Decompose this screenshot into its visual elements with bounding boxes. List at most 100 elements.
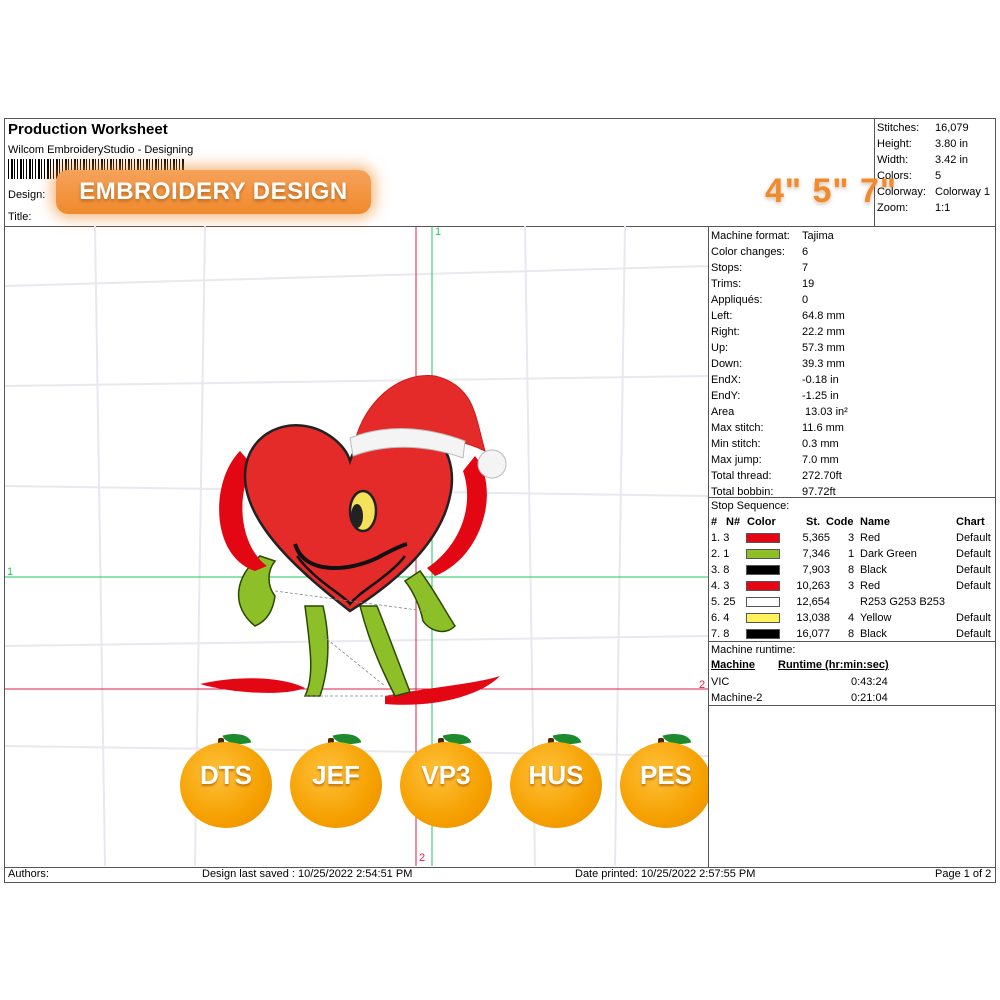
runtime-col-machine: Machine (711, 659, 756, 671)
machine-info-value: 57.3 mm (802, 342, 845, 354)
embroidery-design-badge: EMBROIDERY DESIGN (56, 170, 371, 214)
stop-sequence-row: 1. 3 5,365 3 Red Default (710, 530, 1000, 546)
panel-divider (708, 226, 709, 868)
machine-info-value: 0.3 mm (802, 438, 839, 450)
machine-info-row: Color changes: 6 (711, 244, 991, 260)
col-name: Name (860, 516, 890, 528)
guide-label-v-top: 1 (435, 226, 442, 238)
footer-date-printed: Date printed: 10/25/2022 2:57:55 PM (575, 868, 756, 880)
stop-name: Red (860, 580, 881, 592)
machine-info-key: Down: (711, 358, 743, 370)
machine-info-key: Min stitch: (711, 438, 761, 450)
machine-info-row: Machine format: Tajima (711, 228, 991, 244)
machine-info-row: Up: 57.3 mm (711, 340, 991, 356)
format-badge-dts: DTS (180, 728, 276, 828)
runtime-machine: Machine-2 (711, 692, 763, 704)
runtime-time: 0:21:04 (851, 692, 888, 704)
color-swatch (746, 549, 780, 559)
machine-info-key: Appliqués: (711, 294, 763, 306)
col-num: # (711, 516, 718, 528)
stop-sequence-row: 4. 3 10,263 3 Red Default (710, 578, 1000, 594)
color-swatch (746, 533, 780, 543)
stop-stitches: 10,263 (796, 580, 830, 592)
machine-info-row: Total bobbin: 97.72ft (711, 484, 991, 500)
summary-row: Colors: 5 (877, 168, 995, 184)
machine-info-value: 13.03 in² (805, 406, 848, 418)
footer-divider (4, 867, 996, 868)
machine-info-value: 7.0 mm (802, 454, 839, 466)
stop-code: 1 (848, 548, 855, 560)
format-label: JEF (312, 760, 360, 790)
summary-value: 3.80 in (935, 138, 969, 150)
summary-value: 5 (935, 170, 942, 182)
machine-info-key: Left: (711, 310, 733, 322)
summary-row: Stitches: 16,079 (877, 120, 995, 136)
summary-value: 1:1 (935, 202, 951, 214)
background-grid (5, 226, 708, 866)
stop-chart: Default (956, 564, 991, 576)
header-divider (4, 226, 996, 227)
stop-stitches: 12,654 (796, 596, 830, 608)
machine-info-value: 39.3 mm (802, 358, 845, 370)
format-badge-vp3: VP3 (400, 728, 496, 828)
machine-info-value: -0.18 in (802, 374, 839, 386)
stop-sequence-row: 2. 1 7,346 1 Dark Green Default (710, 546, 1000, 562)
stop-code: 3 (848, 532, 855, 544)
machine-info-key: EndY: (711, 390, 741, 402)
machine-info-row: Down: 39.3 mm (711, 356, 991, 372)
machine-info-value: 0 (802, 294, 809, 306)
machine-info-row: Min stitch: 0.3 mm (711, 436, 991, 452)
stop-num: 4. 3 (711, 580, 730, 592)
machine-info-key: Total bobbin: (711, 486, 774, 498)
guide-label-v-bottom: 2 (419, 852, 426, 864)
worksheet-frame (4, 118, 996, 883)
machine-info-value: -1.25 in (802, 390, 839, 402)
machine-info-value: 19 (802, 278, 815, 290)
runtime-machine: VIC (711, 676, 730, 688)
machine-info-value: Tajima (802, 230, 834, 242)
machine-info-key: Stops: (711, 262, 743, 274)
stop-stitches: 13,038 (796, 612, 830, 624)
hoop-sizes-label: 4" 5" 7" (765, 172, 897, 210)
stop-name: Dark Green (860, 548, 917, 560)
design-label: Design: (8, 189, 46, 201)
summary-row: Zoom: 1:1 (877, 200, 995, 216)
machine-info-key: EndX: (711, 374, 741, 386)
stop-sequence-row: 6. 4 13,038 4 Yellow Default (710, 610, 1000, 626)
stop-sequence-label: Stop Sequence: (711, 500, 790, 512)
format-badge-pes: PES (620, 728, 708, 828)
stop-name: Black (860, 564, 887, 576)
footer-page: Page 1 of 2 (935, 868, 992, 880)
machine-info-row: Appliqués: 0 (711, 292, 991, 308)
app-subtitle: Wilcom EmbroideryStudio - Designing (8, 144, 194, 156)
stop-stitches: 7,346 (802, 548, 830, 560)
col-code: Code (826, 516, 854, 528)
summary-key: Colors: (877, 170, 912, 182)
stop-code: 3 (848, 580, 855, 592)
machine-info-value: 64.8 mm (802, 310, 845, 322)
summary-row: Height: 3.80 in (877, 136, 995, 152)
machine-info-key: Trims: (711, 278, 742, 290)
machine-info-value: 6 (802, 246, 809, 258)
design-canvas: DTSJEFVP3HUSPESEXP 1 1 2 2 (5, 226, 708, 866)
format-badge-hus: HUS (510, 728, 606, 828)
stop-num: 3. 8 (711, 564, 730, 576)
stop-name: R253 G253 B253 (860, 596, 946, 608)
summary-value: Colorway 1 (935, 186, 991, 198)
stop-code: 8 (848, 564, 855, 576)
stop-name: Black (860, 628, 887, 640)
machine-info-row: Total thread: 272.70ft (711, 468, 991, 484)
stop-num: 1. 3 (711, 532, 730, 544)
summary-key: Zoom: (877, 202, 909, 214)
panel-sep-2 (708, 641, 996, 642)
machine-info-value: 97.72ft (802, 486, 836, 498)
machine-info-row: EndX: -0.18 in (711, 372, 991, 388)
stop-chart: Default (956, 628, 991, 640)
orange-icon (620, 742, 708, 828)
summary-value: 16,079 (935, 122, 969, 134)
machine-info-value: 7 (802, 262, 809, 274)
orange-icon (180, 742, 272, 828)
machine-info-key: Up: (711, 342, 729, 354)
machine-info-key: Machine format: (711, 230, 790, 242)
stop-chart: Default (956, 580, 991, 592)
